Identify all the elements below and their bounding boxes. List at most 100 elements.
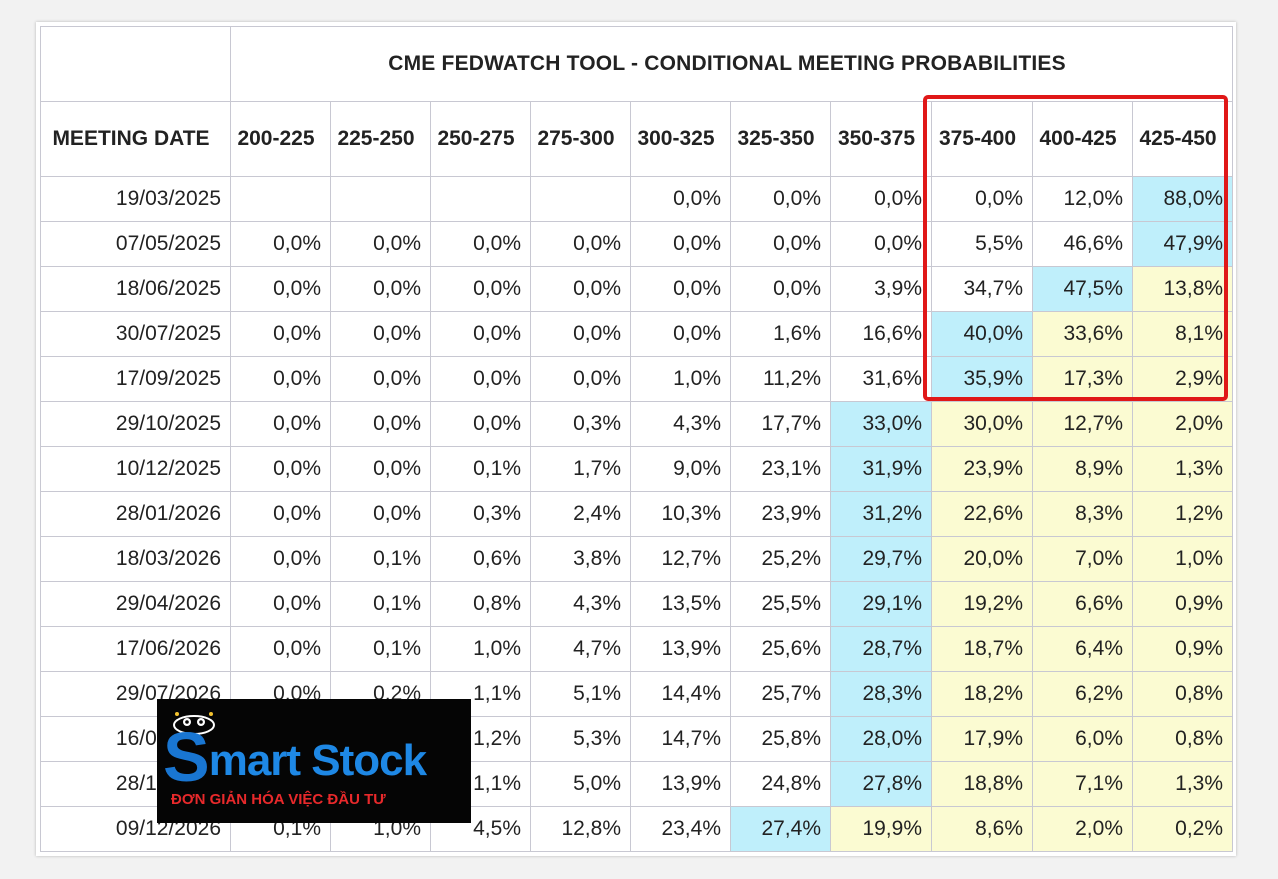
probability-cell: 0,8% — [430, 581, 531, 627]
column-header-325-350: 325-350 — [730, 101, 831, 177]
probability-cell: 12,7% — [1032, 401, 1133, 447]
meeting-date-cell: 07/05/2025 — [40, 221, 231, 267]
probability-cell: 20,0% — [931, 536, 1033, 582]
column-header-200-225: 200-225 — [230, 101, 331, 177]
probability-cell: 7,0% — [1032, 536, 1133, 582]
probability-cell: 1,0% — [630, 356, 731, 402]
probability-cell: 2,9% — [1131, 356, 1234, 402]
probability-cell: 13,5% — [630, 581, 731, 627]
probability-cell: 28,3% — [830, 671, 932, 717]
meeting-date-cell: 30/07/2025 — [40, 311, 231, 357]
table-body: 19/03/2025 0,0% 0,0% 0,0% 0,0% 12,0% 88,0% 07/0… — [40, 176, 1234, 852]
probability-cell: 1,3% — [1131, 446, 1234, 492]
probability-cell: 28,7% — [830, 626, 932, 672]
probability-cell: 33,6% — [1032, 311, 1133, 357]
probability-cell: 1,6% — [730, 311, 831, 357]
table-row: 07/05/2025 0,0% 0,0% 0,0% 0,0% 0,0% 0,0% 0,0% 5,… — [40, 221, 1234, 267]
probability-cell: 16,6% — [830, 311, 932, 357]
probability-cell: 0,0% — [330, 491, 431, 537]
probability-cell: 0,0% — [330, 401, 431, 447]
probability-cell: 17,9% — [931, 716, 1033, 762]
probability-cell: 27,8% — [830, 761, 932, 807]
meeting-date-cell: 29/10/2025 — [40, 401, 231, 447]
column-header-275-300: 275-300 — [530, 101, 631, 177]
probability-cell: 12,7% — [630, 536, 731, 582]
probability-cell: 6,0% — [1032, 716, 1133, 762]
probability-cell: 0,0% — [630, 221, 731, 267]
probability-cell: 0,1% — [330, 581, 431, 627]
probability-cell: 31,9% — [830, 446, 932, 492]
probability-cell: 4,3% — [530, 581, 631, 627]
probability-cell: 30,0% — [931, 401, 1033, 447]
probability-cell: 0,0% — [430, 311, 531, 357]
probability-cell: 0,0% — [330, 221, 431, 267]
probability-cell: 0,9% — [1131, 581, 1234, 627]
table-row: 16/09/20261,2%5,3%14,7%25,8%28,0%17,9%6,… — [40, 716, 1234, 762]
probability-cell: 0,0% — [230, 581, 331, 627]
probability-cell: 0,0% — [830, 176, 932, 222]
probability-cell: 0,0% — [230, 311, 331, 357]
probability-cell: 0,8% — [1131, 716, 1234, 762]
probability-cell: 0,2% — [1131, 806, 1234, 852]
probability-cell: 25,6% — [730, 626, 831, 672]
probability-cell: 0,0% — [530, 221, 631, 267]
table-row: 28/01/2026 0,0% 0,0% 0,3% 2,4% 10,3% 23,9% 31,2… — [40, 491, 1234, 537]
table-row: 19/03/2025 0,0% 0,0% 0,0% 0,0% 12,0% 88,0% — [40, 176, 1234, 222]
probability-cell: 0,0% — [230, 356, 331, 402]
probability-cell: 13,9% — [630, 761, 731, 807]
probability-cell: 0,0% — [931, 176, 1033, 222]
meeting-date-cell: 19/03/2025 — [40, 176, 231, 222]
probability-cell: 5,0% — [530, 761, 631, 807]
probability-cell: 0,1% — [330, 626, 431, 672]
probability-cell: 6,2% — [1032, 671, 1133, 717]
probability-cell: 1,2% — [1131, 491, 1234, 537]
probability-cell: 7,1% — [1032, 761, 1133, 807]
corner-cell — [40, 26, 231, 102]
meeting-date-cell: 29/04/2026 — [40, 581, 231, 627]
probability-cell: 14,7% — [630, 716, 731, 762]
probability-cell: 0,0% — [430, 356, 531, 402]
probability-cell: 2,0% — [1131, 401, 1234, 447]
probability-cell: 6,6% — [1032, 581, 1133, 627]
probability-cell — [530, 176, 631, 222]
probability-cell: 5,5% — [931, 221, 1033, 267]
table-row: 18/03/2026 0,0% 0,1% 0,6% 3,8% 12,7% 25,2% 29,7… — [40, 536, 1234, 582]
probability-cell: 2,0% — [1032, 806, 1133, 852]
probability-cell: 11,2% — [730, 356, 831, 402]
probability-cell: 18,7% — [931, 626, 1033, 672]
probability-cell: 18,8% — [931, 761, 1033, 807]
table-row: 29/10/2025 0,0% 0,0% 0,0% 0,3% 4,3% 17,7% 33,0%… — [40, 401, 1234, 447]
logo-tagline: ĐƠN GIẢN HÓA VIỆC ĐẦU TƯ — [171, 791, 386, 808]
probability-cell: 27,4% — [730, 806, 831, 852]
probability-cell: 0,0% — [230, 626, 331, 672]
probability-cell — [330, 176, 431, 222]
logo-wordmark: Smart Stock — [163, 718, 427, 796]
probability-cell: 0,1% — [330, 536, 431, 582]
probability-cell — [230, 176, 331, 222]
probability-cell: 0,0% — [730, 221, 831, 267]
probability-cell: 8,6% — [931, 806, 1033, 852]
probability-cell: 1,7% — [530, 446, 631, 492]
probability-cell: 0,0% — [330, 311, 431, 357]
header-row: MEETING DATE 200-225 225-250 250-275 275-30… — [40, 101, 1234, 177]
table-row: 17/09/2025 0,0% 0,0% 0,0% 0,0% 1,0% 11,2% 31,6%… — [40, 356, 1234, 402]
probability-cell: 0,0% — [230, 221, 331, 267]
mascot-icon — [173, 712, 215, 735]
probability-cell: 29,7% — [830, 536, 932, 582]
probability-cell: 0,0% — [830, 221, 932, 267]
probability-cell: 0,0% — [530, 311, 631, 357]
probability-cell: 31,6% — [830, 356, 932, 402]
probability-cell: 0,0% — [330, 356, 431, 402]
probability-cell: 0,0% — [730, 266, 831, 312]
probability-cell: 8,1% — [1131, 311, 1234, 357]
probability-cell: 0,0% — [230, 266, 331, 312]
column-header-300-325: 300-325 — [630, 101, 731, 177]
meeting-date-header: MEETING DATE — [40, 101, 231, 177]
probability-cell: 0,0% — [430, 221, 531, 267]
table-row: 29/07/2026 0,0% 0,2% 1,1% 5,1% 14,4% 25,7% 28,3… — [40, 671, 1234, 717]
table-row: 10/12/2025 0,0% 0,0% 0,1% 1,7% 9,0% 23,1% 31,9%… — [40, 446, 1234, 492]
probability-cell: 4,7% — [530, 626, 631, 672]
probability-cell: 25,5% — [730, 581, 831, 627]
probability-cell: 0,0% — [430, 266, 531, 312]
probability-cell: 6,4% — [1032, 626, 1133, 672]
